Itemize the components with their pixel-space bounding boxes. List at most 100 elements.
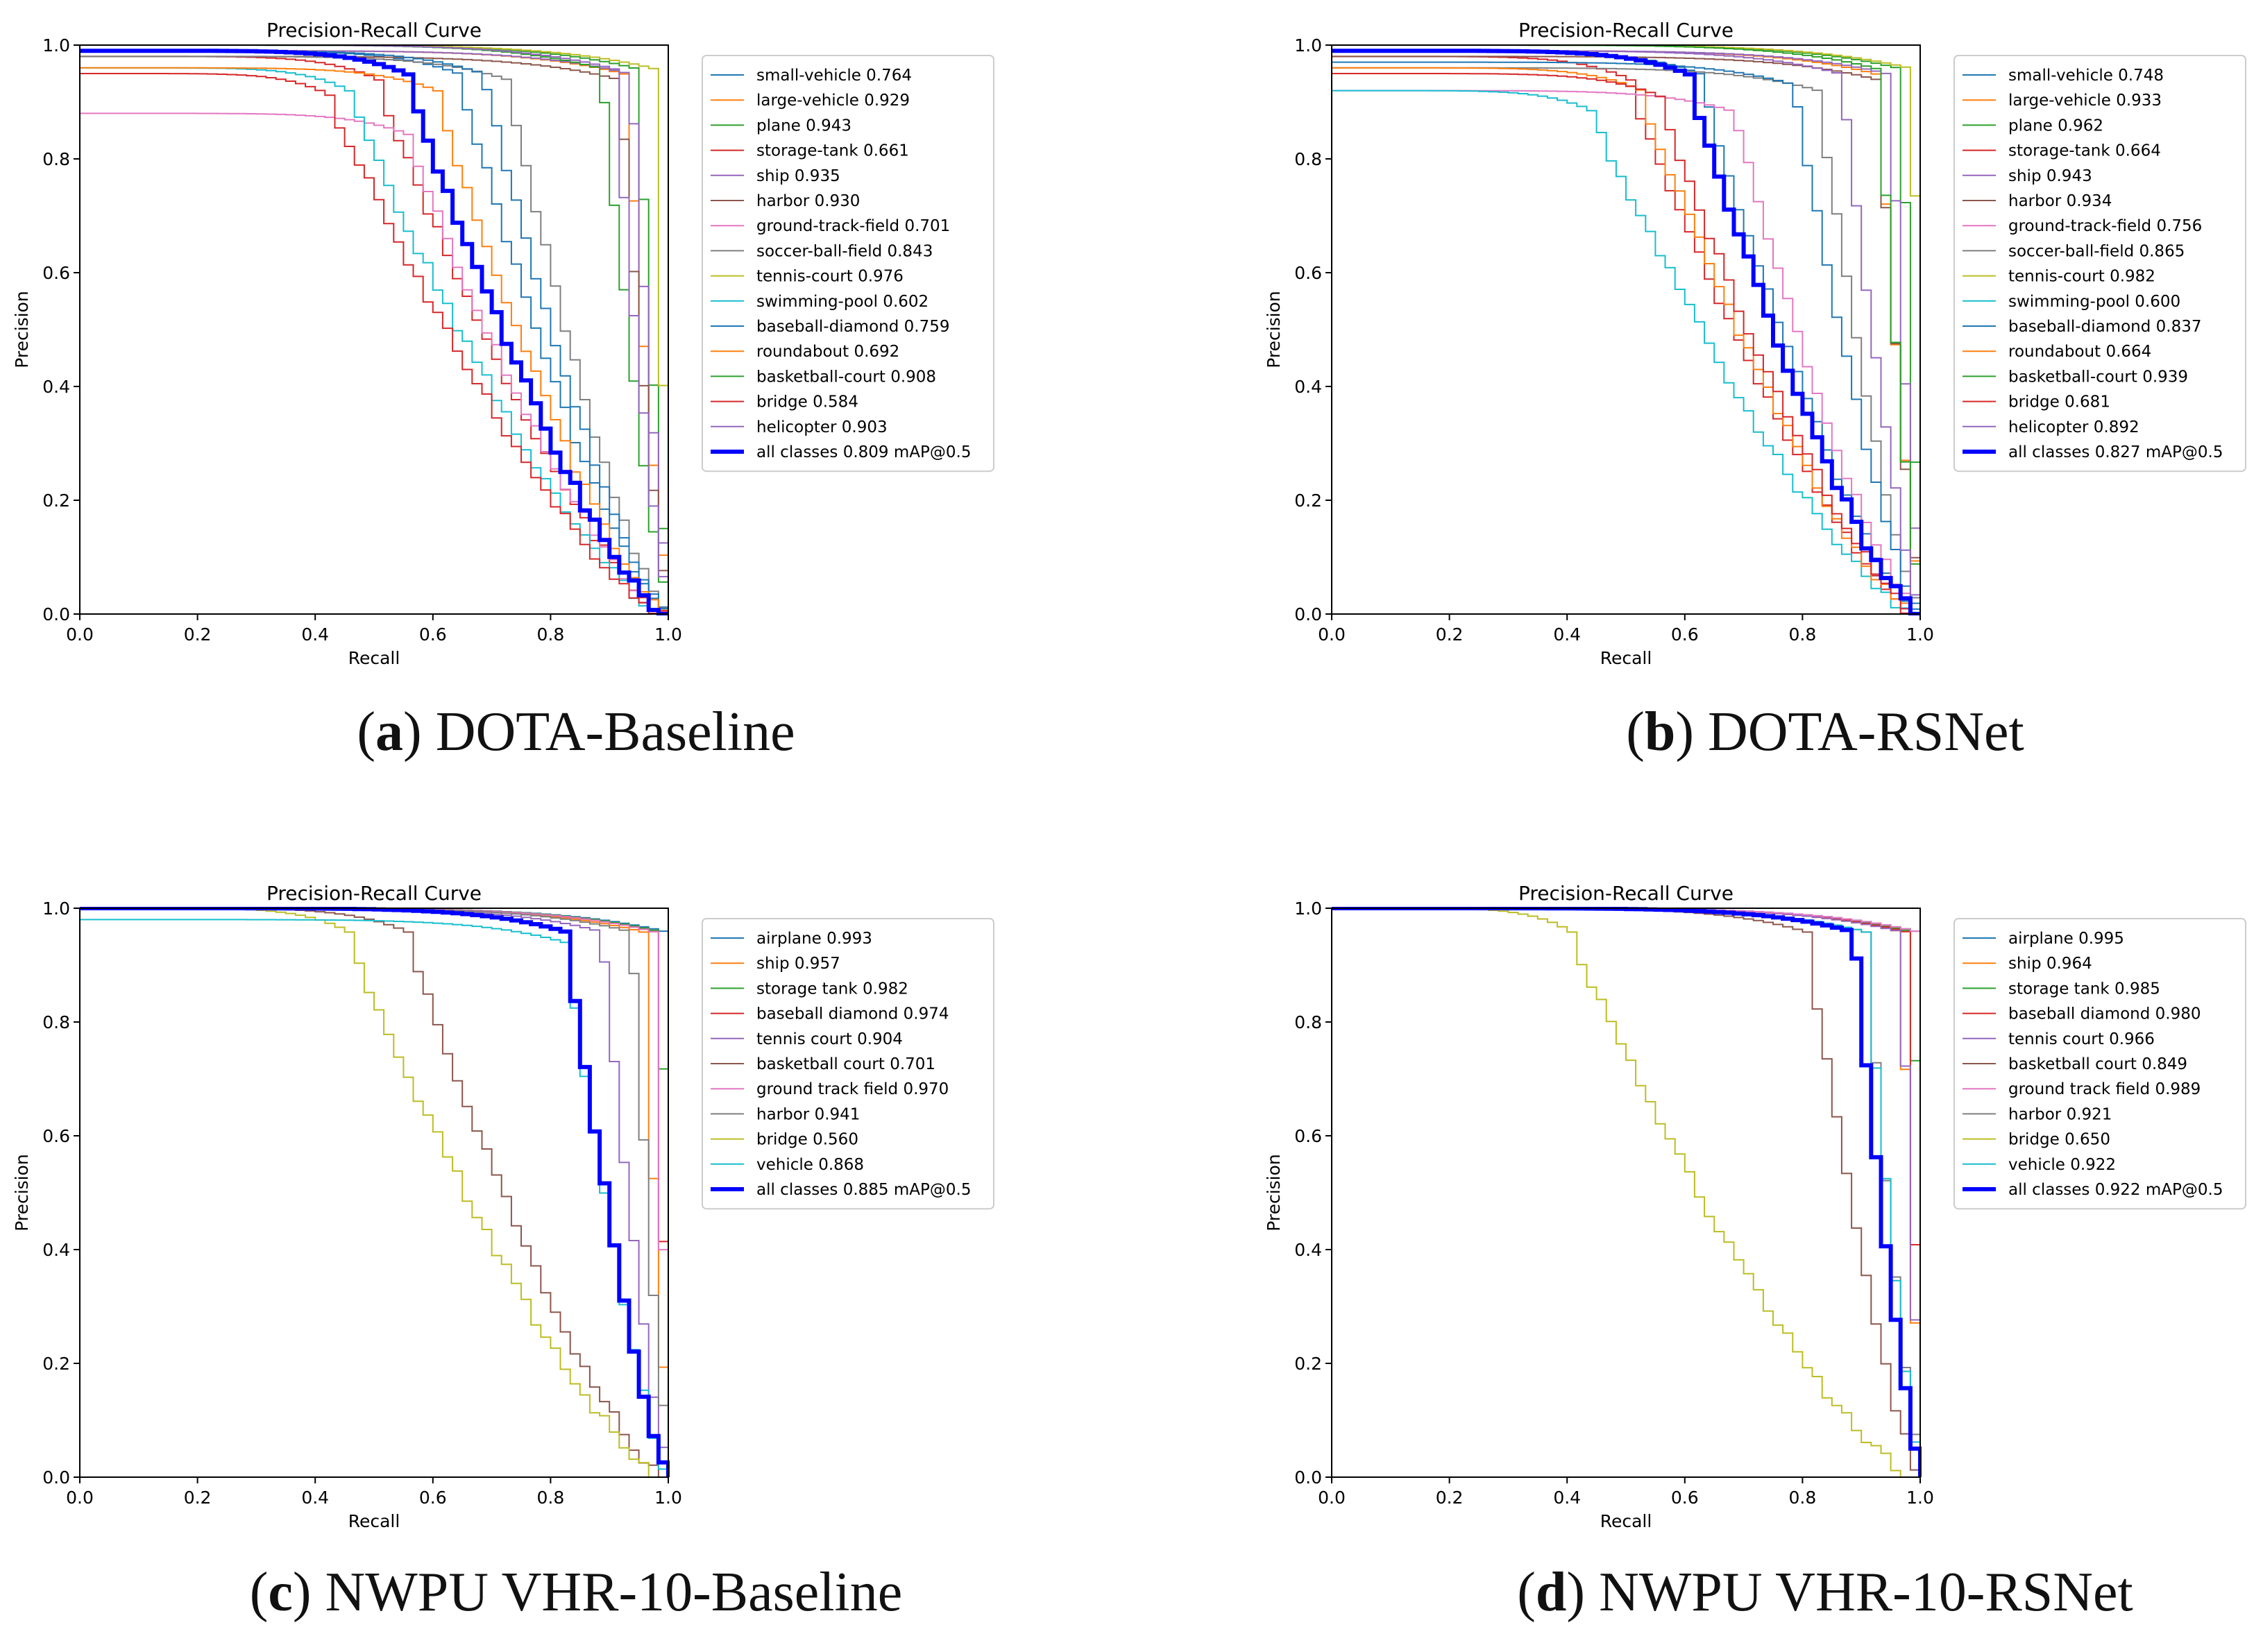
axes-frame: [1331, 44, 1921, 615]
legend-box: [702, 55, 994, 472]
legend-label: all classes 0.809 mAP@0.5: [756, 443, 971, 461]
legend-label: bridge 0.560: [756, 1131, 858, 1149]
legend-label: harbor 0.930: [756, 192, 860, 210]
legend-label: helicopter 0.892: [2008, 418, 2139, 436]
x-axis-label: Recall: [348, 648, 400, 668]
y-tick-label: 0.8: [1294, 149, 1322, 169]
legend-label: soccer-ball-field 0.843: [756, 242, 933, 260]
x-axis-label: Recall: [1600, 648, 1652, 668]
legend-label: tennis-court 0.976: [756, 268, 904, 286]
x-tick-label: 0.8: [537, 624, 565, 645]
y-tick-label: 0.4: [42, 377, 70, 397]
legend-box: [702, 918, 994, 1210]
curves: [80, 44, 669, 615]
series-line-vehicle: [1332, 908, 1921, 1477]
legend-label: roundabout 0.692: [756, 343, 899, 361]
legend-label: swimming-pool 0.600: [2008, 293, 2180, 311]
legend-label: basketball court 0.849: [2008, 1055, 2187, 1073]
x-tick-label: 0.6: [419, 1488, 447, 1508]
chart-title: Precision-Recall Curve: [1518, 19, 1734, 42]
legend-label: ground track field 0.970: [756, 1080, 949, 1098]
legend-label: all classes 0.922 mAP@0.5: [2008, 1181, 2223, 1199]
axes-frame: [1331, 908, 1921, 1478]
curves: [1332, 907, 1922, 1478]
legend-label: small-vehicle 0.748: [2008, 67, 2164, 85]
x-tick-label: 1.0: [654, 1488, 682, 1508]
y-tick-label: 0.6: [42, 1126, 70, 1146]
series-line-basketball-court: [1332, 908, 1921, 1477]
y-tick-label: 0.0: [42, 604, 70, 624]
series-line-harbor: [1332, 908, 1921, 1477]
legend-label: ship 0.943: [2008, 167, 2092, 185]
y-tick-label: 0.2: [1294, 1354, 1322, 1374]
legend-label: baseball diamond 0.974: [756, 1005, 949, 1023]
caption-text: NWPU VHR-10-RSNet: [1599, 1562, 2133, 1623]
y-tick-label: 0.4: [1294, 1240, 1322, 1260]
y-tick-label: 0.4: [42, 1240, 70, 1260]
caption-letter: a: [375, 701, 404, 763]
axes-frame: [79, 44, 669, 615]
caption-letter: c: [268, 1562, 293, 1623]
legend-label: ship 0.935: [756, 167, 840, 185]
x-tick-label: 0.4: [1553, 1488, 1581, 1508]
curves: [80, 907, 670, 1478]
y-tick-label: 0.0: [1294, 1467, 1322, 1488]
x-tick-label: 0.4: [301, 624, 329, 645]
y-axis-label: Precision: [12, 291, 32, 368]
series-line-bridge: [80, 73, 669, 614]
series-line-all-classes: [80, 49, 668, 615]
x-tick-label: 0.6: [1671, 624, 1699, 645]
chart-title: Precision-Recall Curve: [266, 882, 482, 905]
y-tick-label: 0.8: [1294, 1012, 1322, 1032]
y-tick-label: 1.0: [42, 899, 70, 919]
y-tick-label: 0.4: [1294, 377, 1322, 397]
x-tick-label: 1.0: [1906, 624, 1934, 645]
legend-label: baseball-diamond 0.759: [756, 318, 950, 336]
legend-box: [1953, 55, 2246, 472]
y-tick-label: 0.8: [42, 149, 70, 169]
legend: airplane 0.995 ship 0.964 storage tank 0.9…: [1953, 918, 2246, 1210]
legend: small-vehicle 0.764 large-vehicle 0.929 pl…: [702, 55, 994, 472]
y-tick-label: 1.0: [1294, 899, 1322, 919]
caption-b: (b) DOTA-RSNet: [1626, 701, 2024, 763]
y-tick-label: 0.0: [1294, 604, 1322, 624]
x-tick-label: 0.0: [1318, 624, 1346, 645]
legend-label: baseball-diamond 0.837: [2008, 318, 2202, 336]
x-tick-label: 1.0: [654, 624, 682, 645]
legend: airplane 0.993 ship 0.957 storage tank 0.9…: [702, 918, 994, 1210]
x-tick-label: 1.0: [1906, 1488, 1934, 1508]
y-tick-label: 0.0: [42, 1467, 70, 1488]
x-tick-label: 0.0: [66, 1488, 94, 1508]
x-tick-label: 0.2: [184, 1488, 212, 1508]
x-tick-label: 0.8: [1789, 1488, 1817, 1508]
legend-label: ground-track-field 0.756: [2008, 217, 2202, 235]
legend-label: ship 0.964: [2008, 955, 2092, 973]
x-tick-label: 0.6: [1671, 1488, 1699, 1508]
legend-label: basketball-court 0.908: [756, 368, 936, 386]
y-axis-label: Precision: [1264, 1154, 1284, 1232]
x-tick-label: 0.8: [1789, 624, 1817, 645]
legend-label: bridge 0.584: [756, 393, 858, 411]
series-line-all-classes: [1332, 907, 1922, 1477]
legend-label: soccer-ball-field 0.865: [2008, 242, 2185, 260]
y-axis-label: Precision: [1264, 291, 1284, 368]
legend-label: storage tank 0.985: [2008, 980, 2160, 998]
caption-a: (a) DOTA-Baseline: [357, 701, 795, 763]
chart-title: Precision-Recall Curve: [266, 19, 482, 42]
axes-frame: [79, 908, 669, 1478]
series-line-bridge: [1332, 908, 1920, 1478]
chart-title: Precision-Recall Curve: [1518, 882, 1734, 905]
series-line-storage-tank: [1332, 908, 1921, 1477]
y-tick-label: 0.6: [42, 263, 70, 283]
x-tick-label: 0.2: [184, 624, 212, 645]
legend-label: plane 0.943: [756, 117, 851, 135]
caption-d: (d) NWPU VHR-10-RSNet: [1517, 1562, 2133, 1623]
y-tick-label: 0.6: [1294, 1126, 1322, 1146]
legend-label: harbor 0.941: [756, 1105, 860, 1123]
legend-label: vehicle 0.868: [756, 1156, 864, 1174]
legend-label: baseball diamond 0.980: [2008, 1005, 2201, 1023]
series-line-all-classes: [1332, 49, 1920, 615]
legend-label: airplane 0.995: [2008, 930, 2124, 948]
